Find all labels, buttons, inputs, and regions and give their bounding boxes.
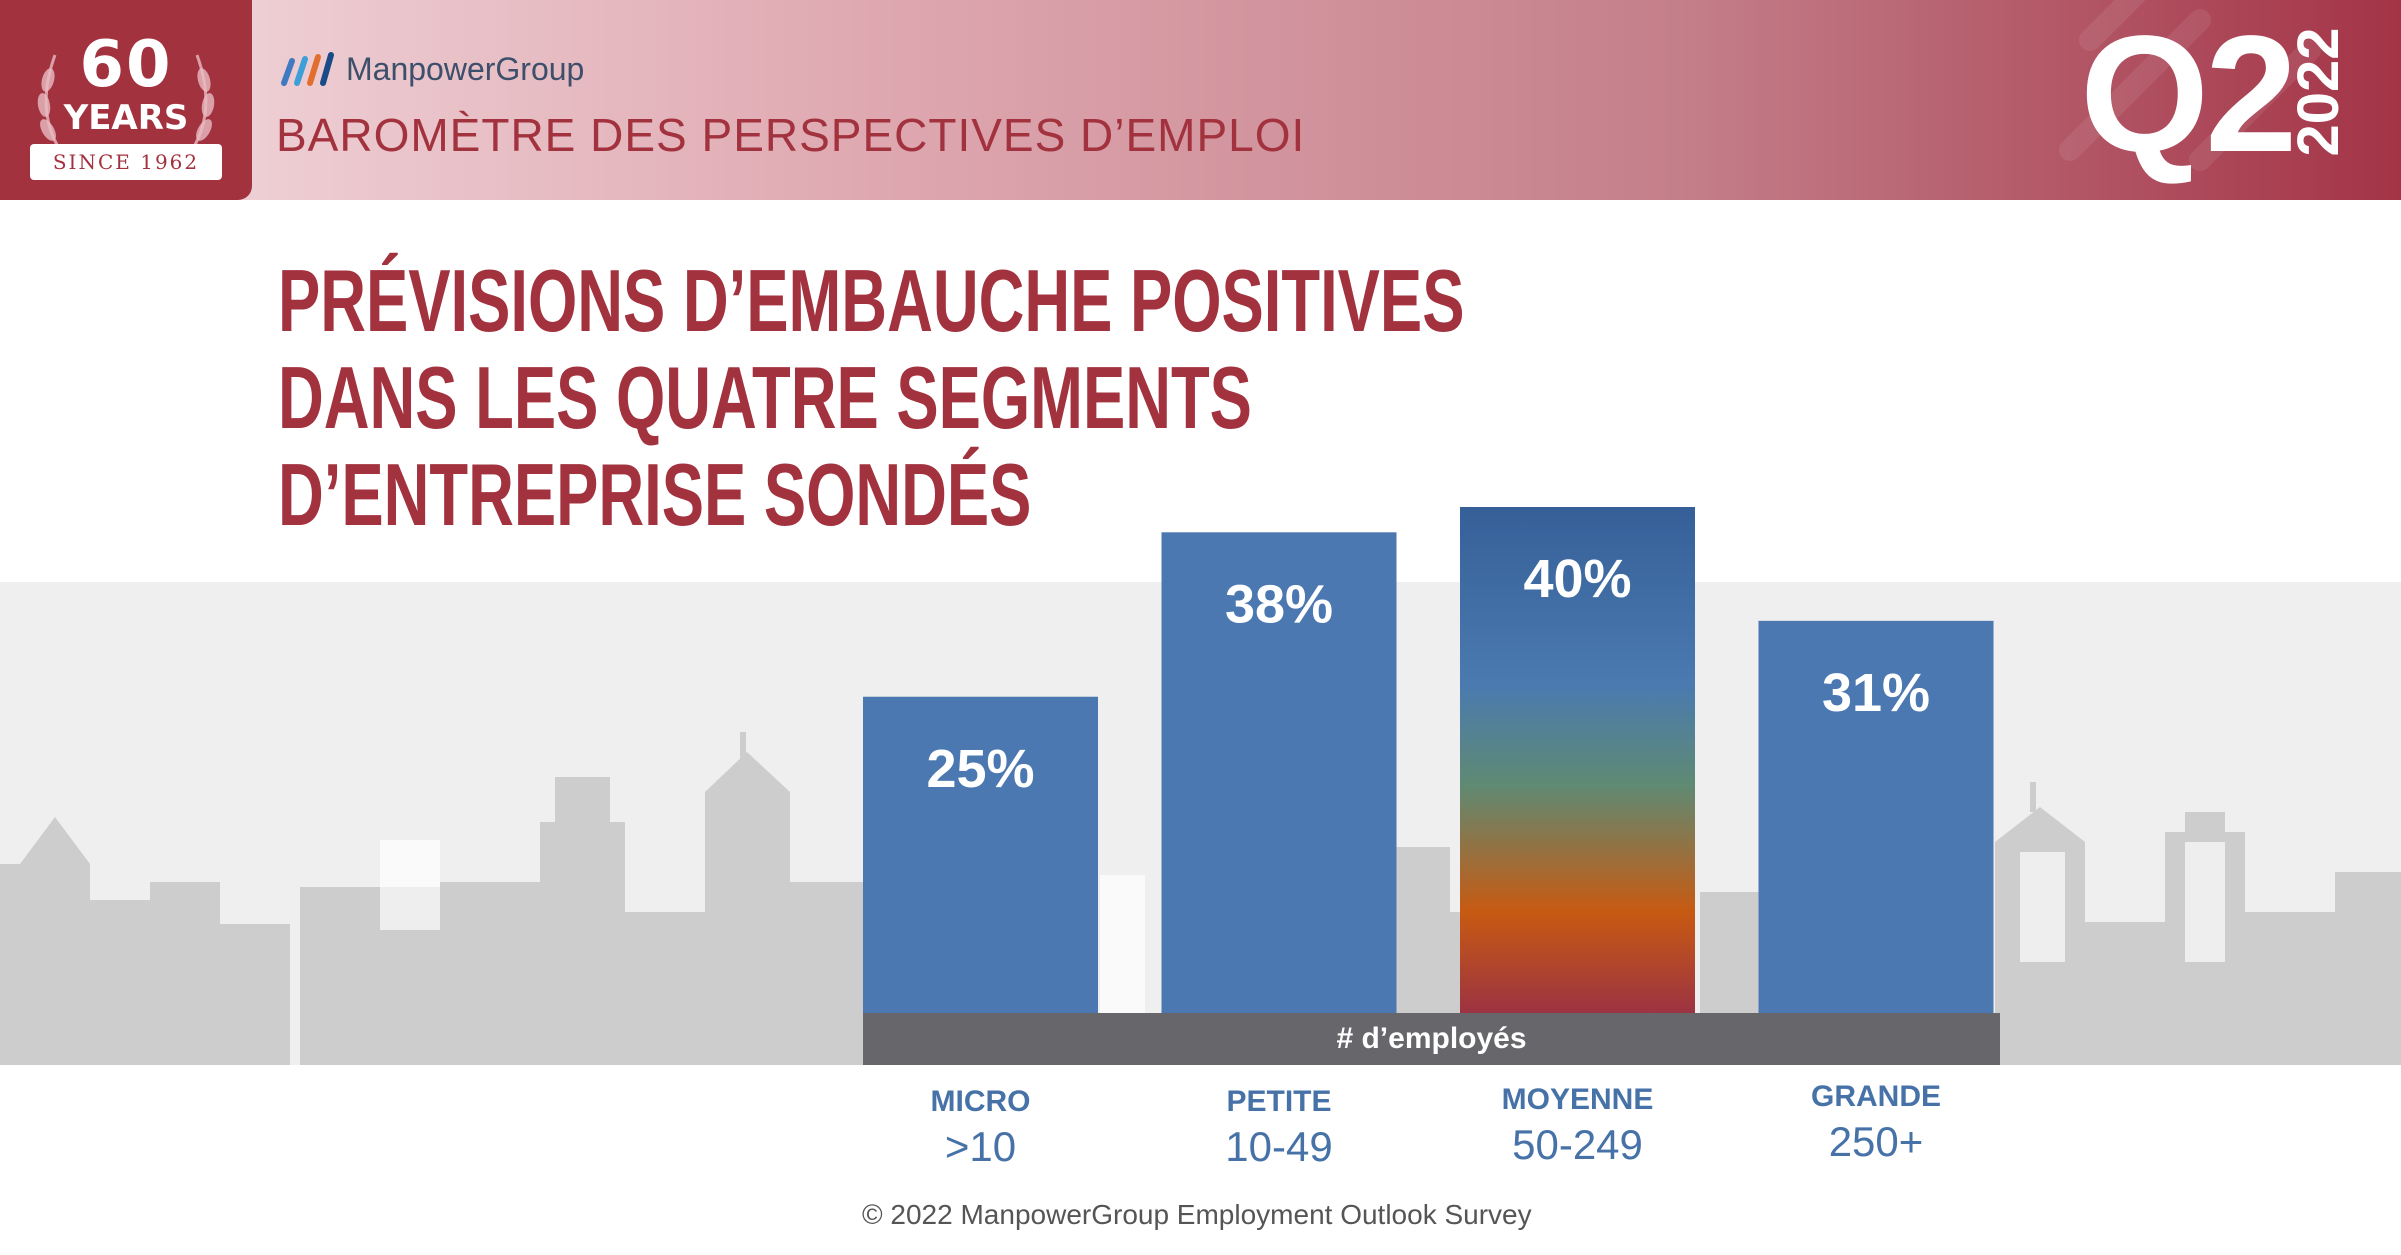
category-name: MICRO — [930, 1085, 1031, 1118]
header-title: BAROMÈTRE DES PERSPECTIVES D’EMPLOI — [276, 109, 1306, 161]
category-micro: MICRO >10 — [836, 1085, 1126, 1171]
bar-petite — [1161, 532, 1397, 1013]
category-name: MOYENNE — [1501, 1083, 1654, 1116]
title-line-2: DANS LES QUATRE SEGMENTS — [278, 348, 1252, 447]
category-name: PETITE — [1226, 1085, 1332, 1118]
city-skyline-illustration — [0, 732, 2401, 1065]
data-label-petite: 38% — [1225, 574, 1333, 634]
category-petite: PETITE 10-49 — [1134, 1085, 1424, 1171]
badge-number: 60 — [79, 28, 173, 102]
x-axis-label: # d’employés — [863, 1013, 2000, 1065]
quarter-label: Q2 — [2080, 2, 2297, 187]
data-label-grande: 31% — [1822, 663, 1930, 723]
manpower-logo: ManpowerGroup — [278, 44, 584, 94]
data-label-moyenne: 40% — [1523, 549, 1631, 609]
category-range: 50-249 — [1512, 1121, 1643, 1168]
category-range: 10-49 — [1225, 1123, 1333, 1170]
main-title: PRÉVISIONS D’EMBAUCHE POSITIVES DANS LES… — [278, 252, 1464, 543]
header-banner: 60 YEARS SINCE 1962 ManpowerGroup BAROMÈ… — [0, 0, 2401, 200]
bar-moyenne — [1460, 507, 1695, 1013]
title-line-1: PRÉVISIONS D’EMBAUCHE POSITIVES — [278, 251, 1465, 350]
category-name: GRANDE — [1810, 1080, 1941, 1113]
category-range: >10 — [944, 1123, 1017, 1170]
bar-grande — [1758, 620, 1994, 1013]
manpower-logo-icon — [281, 52, 334, 86]
badge-since-ribbon: SINCE 1962 — [30, 144, 222, 180]
logo-text: ManpowerGroup — [346, 50, 585, 87]
copyright-footer: © 2022 ManpowerGroup Employment Outlook … — [862, 1199, 1532, 1230]
laurel-wreath-icon — [37, 54, 215, 151]
category-grande: GRANDE 250+ — [1731, 1080, 2021, 1166]
title-line-3: D’ENTREPRISE SONDÉS — [278, 445, 1032, 544]
data-label-micro: 25% — [926, 739, 1034, 799]
category-moyenne: MOYENNE 50-249 — [1433, 1083, 1723, 1169]
category-range: 250+ — [1828, 1118, 1924, 1165]
badge-word: YEARS — [63, 98, 189, 138]
anniversary-badge: 60 YEARS SINCE 1962 — [0, 0, 252, 200]
banner-stripes-decoration — [2059, 0, 2321, 171]
bar-micro — [863, 696, 1098, 1013]
